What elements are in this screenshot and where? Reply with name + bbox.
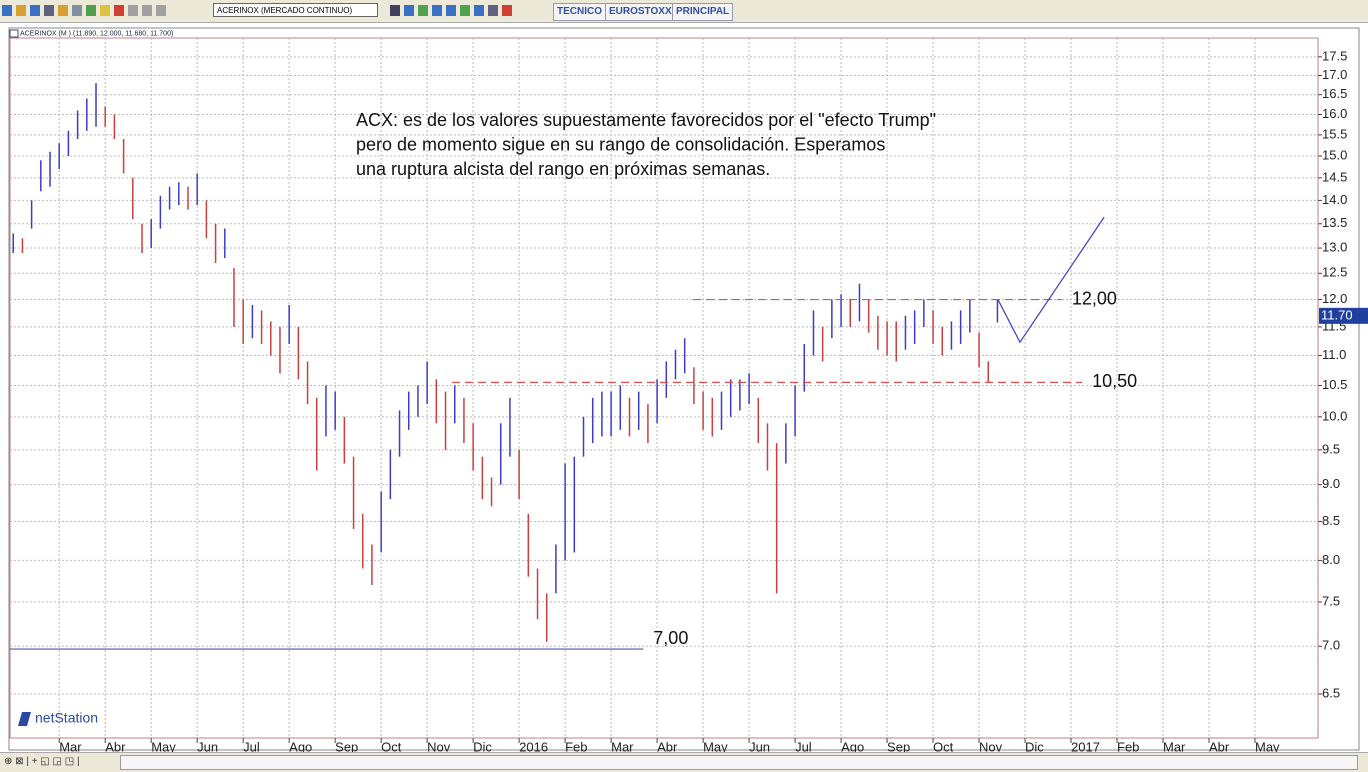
- annotation: una ruptura alcista del rango en próxima…: [356, 159, 770, 179]
- x-tick-label: Ago: [289, 739, 312, 752]
- status-bar: ⊕ ⊠ | + ◱ ◲ ◳ |: [0, 752, 1368, 772]
- x-tick-label: Nov: [427, 739, 451, 752]
- plot-border: [9, 37, 1319, 739]
- chart-title: ACERINOX (M ) (11.890, 12.000, 11.680, 1…: [20, 30, 173, 37]
- x-tick-label: Oct: [381, 739, 402, 752]
- icon[interactable]: [58, 5, 68, 16]
- icon[interactable]: [142, 5, 152, 16]
- y-tick-label: 10.5: [1322, 377, 1347, 392]
- y-tick-label: 13.5: [1322, 215, 1347, 230]
- toolbar: ACERINOX (MERCADO CONTINUO) TECNICO EURO…: [0, 0, 1368, 23]
- icon[interactable]: [474, 5, 484, 16]
- x-tick-label: Dic: [473, 739, 492, 752]
- x-tick-label: Nov: [979, 739, 1003, 752]
- scrollbar[interactable]: [120, 755, 1358, 770]
- level-label: 10,50: [1092, 371, 1137, 391]
- icon[interactable]: [404, 5, 414, 16]
- x-tick-label: May: [703, 739, 728, 752]
- x-tick-label: Mar: [611, 739, 634, 752]
- x-tick-label: Sep: [887, 739, 910, 752]
- level-label: 12,00: [1072, 288, 1117, 308]
- icon[interactable]: [488, 5, 498, 16]
- brand: netStation: [35, 710, 98, 726]
- y-tick-label: 6.5: [1322, 685, 1340, 700]
- x-tick-label: Oct: [933, 739, 954, 752]
- y-tick-label: 8.5: [1322, 513, 1340, 528]
- x-tick-label: May: [1255, 739, 1280, 752]
- x-tick-label: Jul: [243, 739, 260, 752]
- x-tick-label: Feb: [565, 739, 587, 752]
- x-tick-label: Sep: [335, 739, 358, 752]
- icon[interactable]: [86, 5, 96, 16]
- icon[interactable]: [72, 5, 82, 16]
- icon[interactable]: [418, 5, 428, 16]
- x-tick-label: Feb: [1117, 739, 1139, 752]
- zoom-icons[interactable]: ⊕ ⊠ | + ◱ ◲ ◳ |: [4, 756, 80, 767]
- symbol-input[interactable]: ACERINOX (MERCADO CONTINUO): [213, 3, 378, 17]
- chart-frame: [8, 27, 1360, 751]
- x-tick-label: Abr: [1209, 739, 1230, 752]
- y-tick-label: 16.5: [1322, 86, 1347, 101]
- last-price-box: [1319, 307, 1368, 324]
- y-tick-label: 13.0: [1322, 239, 1347, 254]
- y-tick-label: 11.0: [1322, 347, 1346, 362]
- icon[interactable]: [16, 5, 26, 16]
- level-label: 7,00: [653, 628, 688, 648]
- y-tick-label: 17.5: [1322, 48, 1347, 63]
- y-tick-label: 15.0: [1322, 147, 1347, 162]
- x-tick-label: Jul: [795, 739, 812, 752]
- icon[interactable]: [156, 5, 166, 16]
- icon[interactable]: [502, 5, 512, 16]
- y-tick-label: 17.0: [1322, 67, 1347, 82]
- tab[interactable]: EUROSTOXX: [605, 3, 676, 21]
- y-tick-label: 15.5: [1322, 126, 1347, 141]
- icon[interactable]: [30, 5, 40, 16]
- brand-logo: [18, 712, 31, 726]
- x-tick-label: 2016: [519, 739, 548, 752]
- y-tick-label: 9.0: [1322, 476, 1340, 491]
- annotation: ACX: es de los valores supuestamente fav…: [356, 110, 936, 130]
- icon[interactable]: [446, 5, 456, 16]
- icon[interactable]: [432, 5, 442, 16]
- y-tick-label: 16.0: [1322, 106, 1347, 121]
- icon[interactable]: [128, 5, 138, 16]
- x-tick-label: Jun: [749, 739, 770, 752]
- x-tick-label: Jun: [197, 739, 218, 752]
- x-tick-label: Abr: [657, 739, 678, 752]
- x-tick-label: Ago: [841, 739, 864, 752]
- y-tick-label: 10.0: [1322, 408, 1347, 423]
- icon[interactable]: [44, 5, 54, 16]
- x-tick-label: Mar: [1163, 739, 1186, 752]
- y-tick-label: 14.5: [1322, 169, 1347, 184]
- x-tick-label: Abr: [105, 739, 126, 752]
- x-tick-label: May: [151, 739, 176, 752]
- y-tick-label: 7.5: [1322, 593, 1340, 608]
- x-tick-label: 2017: [1071, 739, 1100, 752]
- icon[interactable]: [114, 5, 124, 16]
- icon[interactable]: [2, 5, 12, 16]
- last-price-label: 11.70: [1321, 307, 1353, 322]
- y-tick-label: 7.0: [1322, 638, 1340, 653]
- x-tick-label: Dic: [1025, 739, 1044, 752]
- y-tick-label: 12.0: [1322, 291, 1347, 306]
- projection-line: [997, 216, 1105, 344]
- icon[interactable]: [100, 5, 110, 16]
- y-tick-label: 14.0: [1322, 192, 1347, 207]
- icon[interactable]: [460, 5, 470, 16]
- tab[interactable]: PRINCIPAL: [672, 3, 734, 21]
- window-icon: [9, 29, 19, 38]
- y-tick-label: 9.5: [1322, 441, 1340, 456]
- y-tick-label: 8.0: [1322, 552, 1340, 567]
- icon[interactable]: [390, 5, 400, 16]
- tab[interactable]: TECNICO: [553, 3, 606, 21]
- chart: ACERINOX (M ) (11.890, 12.000, 11.680, 1…: [8, 27, 1368, 752]
- y-tick-label: 12.5: [1322, 265, 1347, 280]
- annotation: pero de momento sigue en su rango de con…: [356, 134, 885, 154]
- x-tick-label: Mar: [59, 739, 82, 752]
